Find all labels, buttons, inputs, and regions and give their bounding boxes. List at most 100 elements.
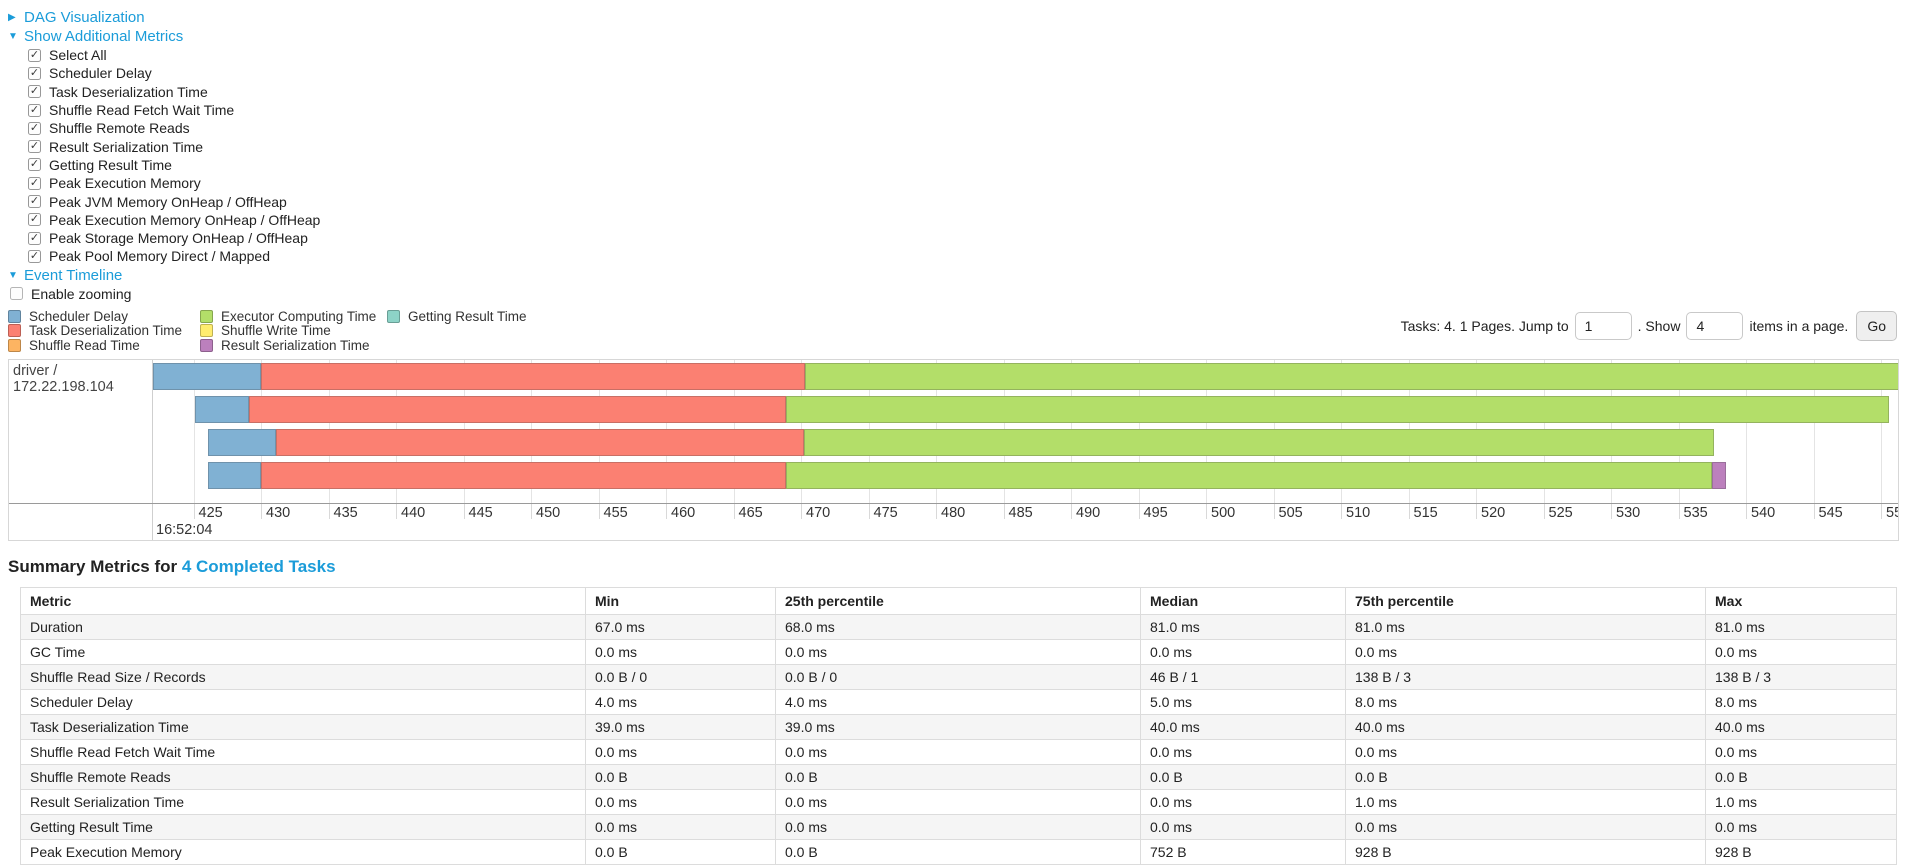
event-timeline-label: Event Timeline <box>24 266 123 284</box>
event-timeline-toggle[interactable]: ▼ Event Timeline <box>8 266 1907 285</box>
metric-checkbox[interactable]: ✓ <box>28 66 41 80</box>
metric-checkbox-label: Select All <box>49 47 107 64</box>
metric-checkbox[interactable]: ✓ <box>28 85 41 99</box>
scheduler-delay-segment[interactable] <box>194 395 249 423</box>
metric-value-cell: 138 B / 3 <box>1705 663 1897 690</box>
metric-value-cell: 0.0 ms <box>585 738 776 765</box>
table-row: Shuffle Read Size / Records 0.0 B / 0 0.0 … <box>20 663 1897 690</box>
task-deserialization-segment[interactable] <box>248 395 787 423</box>
metric-value-cell: 40.0 ms <box>1140 713 1346 740</box>
axis-tick <box>936 503 937 519</box>
axis-tick-label: 460 <box>671 504 696 521</box>
axis-tick-label: 435 <box>333 504 358 521</box>
metric-value-cell: 0.0 B <box>1705 763 1897 790</box>
summary-metrics-table: Metric Min 25th percentile Median 75th perce… <box>20 586 1897 865</box>
dag-visualization-label: DAG Visualization <box>24 9 145 26</box>
axis-tick-label: 430 <box>266 504 291 521</box>
metric-value-cell: 67.0 ms <box>585 613 776 640</box>
metric-checkbox[interactable]: ✓ <box>28 176 41 190</box>
completed-tasks-link[interactable]: 4 Completed Tasks <box>181 556 336 576</box>
task-deserialization-segment[interactable] <box>261 362 806 390</box>
legend-swatch <box>8 338 21 352</box>
metric-checkbox[interactable]: ✓ <box>28 121 41 135</box>
axis-tick <box>261 503 262 519</box>
metric-checkbox-row: ✓ Peak Pool Memory Direct / Mapped <box>28 247 1907 265</box>
metric-name-cell: Shuffle Remote Reads <box>20 763 586 790</box>
metric-value-cell: 752 B <box>1140 838 1346 865</box>
axis-tick-label: 445 <box>468 504 493 521</box>
table-header-row: Metric Min 25th percentile Median 75th perce… <box>20 586 1897 615</box>
axis-tick-label: 530 <box>1616 504 1641 521</box>
task-deserialization-segment[interactable] <box>275 428 804 456</box>
scheduler-delay-segment[interactable] <box>208 461 261 489</box>
caret-right-icon: ▶ <box>8 12 16 23</box>
stage-controls-section: ▶ DAG Visualization ▼ Show Additional Me… <box>0 0 1907 303</box>
metric-name-cell: Result Serialization Time <box>20 788 586 815</box>
axis-tick <box>1543 503 1545 519</box>
axis-tick <box>1611 503 1612 519</box>
metric-checkbox[interactable]: ✓ <box>28 213 41 227</box>
legend-swatch <box>387 309 400 323</box>
metric-value-cell: 0.0 ms <box>585 788 776 815</box>
axis-tick <box>1341 503 1342 519</box>
executor-computing-segment[interactable] <box>786 461 1713 489</box>
metric-value-cell: 0.0 ms <box>1140 813 1346 840</box>
metric-checkbox[interactable]: ✓ <box>28 231 41 245</box>
axis-tick <box>1813 503 1815 519</box>
axis-tick <box>1206 503 1207 519</box>
executor-computing-segment[interactable] <box>786 395 1890 423</box>
table-row: Getting Result Time 0.0 ms 0.0 ms 0.0 ms 0.0… <box>20 813 1897 840</box>
axis-tick-label: 465 <box>738 504 763 521</box>
metric-value-cell: 0.0 ms <box>775 738 1141 765</box>
table-column-header: 25th percentile <box>775 586 1141 615</box>
metric-name-cell: Duration <box>20 613 586 640</box>
legend-column: Getting Result Time <box>387 309 527 353</box>
axis-tick-label: 490 <box>1076 504 1101 521</box>
metric-value-cell: 0.0 ms <box>1705 813 1897 840</box>
metric-value-cell: 39.0 ms <box>775 713 1141 740</box>
enable-zooming-checkbox[interactable] <box>10 287 23 301</box>
go-button[interactable]: Go <box>1856 310 1897 341</box>
legend-item: Scheduler Delay <box>8 309 200 324</box>
jump-to-page-input[interactable] <box>1574 311 1632 340</box>
axis-tick <box>1678 503 1680 519</box>
metric-checkbox[interactable]: ✓ <box>28 48 41 62</box>
metric-checkbox-label: Shuffle Read Fetch Wait Time <box>49 102 235 119</box>
executor-computing-segment[interactable] <box>803 428 1714 456</box>
axis-tick-label: 480 <box>941 504 966 521</box>
legend-item: Result Serialization Time <box>200 338 387 353</box>
metric-checkbox-list: ✓ Select All ✓ Scheduler Delay ✓ Task Deseria… <box>28 46 1907 266</box>
metric-checkbox[interactable]: ✓ <box>28 158 41 172</box>
metric-value-cell: 81.0 ms <box>1345 613 1706 640</box>
legend-swatch <box>200 309 213 323</box>
show-additional-metrics-toggle[interactable]: ▼ Show Additional Metrics <box>8 27 1907 46</box>
legend-swatch <box>8 324 21 338</box>
executor-computing-segment[interactable] <box>805 362 1898 390</box>
legend-label: Scheduler Delay <box>29 308 129 324</box>
axis-tick-label: 440 <box>401 504 426 521</box>
items-per-page-input[interactable] <box>1686 311 1744 340</box>
axis-tick-label: 550 <box>1886 504 1898 521</box>
task-deserialization-segment[interactable] <box>261 461 787 489</box>
metric-checkbox[interactable]: ✓ <box>28 195 41 209</box>
result-serialization-segment[interactable] <box>1712 461 1726 489</box>
metric-value-cell: 0.0 ms <box>1140 788 1346 815</box>
metric-value-cell: 0.0 ms <box>775 638 1141 665</box>
scheduler-delay-segment[interactable] <box>153 362 261 390</box>
axis-tick <box>193 503 195 519</box>
metric-checkbox[interactable]: ✓ <box>28 249 41 263</box>
axis-tick-label: 505 <box>1278 504 1303 521</box>
axis-tick-label: 540 <box>1751 504 1776 521</box>
metric-value-cell: 40.0 ms <box>1705 713 1897 740</box>
metric-value-cell: 81.0 ms <box>1140 613 1346 640</box>
metric-checkbox[interactable]: ✓ <box>28 103 41 117</box>
metric-checkbox-row: ✓ Result Serialization Time <box>28 137 1907 155</box>
dag-visualization-toggle[interactable]: ▶ DAG Visualization <box>8 8 1907 27</box>
scheduler-delay-segment[interactable] <box>208 428 276 456</box>
axis-tick <box>1746 503 1747 519</box>
legend-swatch <box>8 309 21 323</box>
table-row: GC Time 0.0 ms 0.0 ms 0.0 ms 0.0 ms 0.0 ms <box>20 638 1897 665</box>
metric-checkbox[interactable]: ✓ <box>28 140 41 154</box>
metric-value-cell: 0.0 ms <box>585 638 776 665</box>
enable-zooming-label: Enable zooming <box>31 285 132 302</box>
